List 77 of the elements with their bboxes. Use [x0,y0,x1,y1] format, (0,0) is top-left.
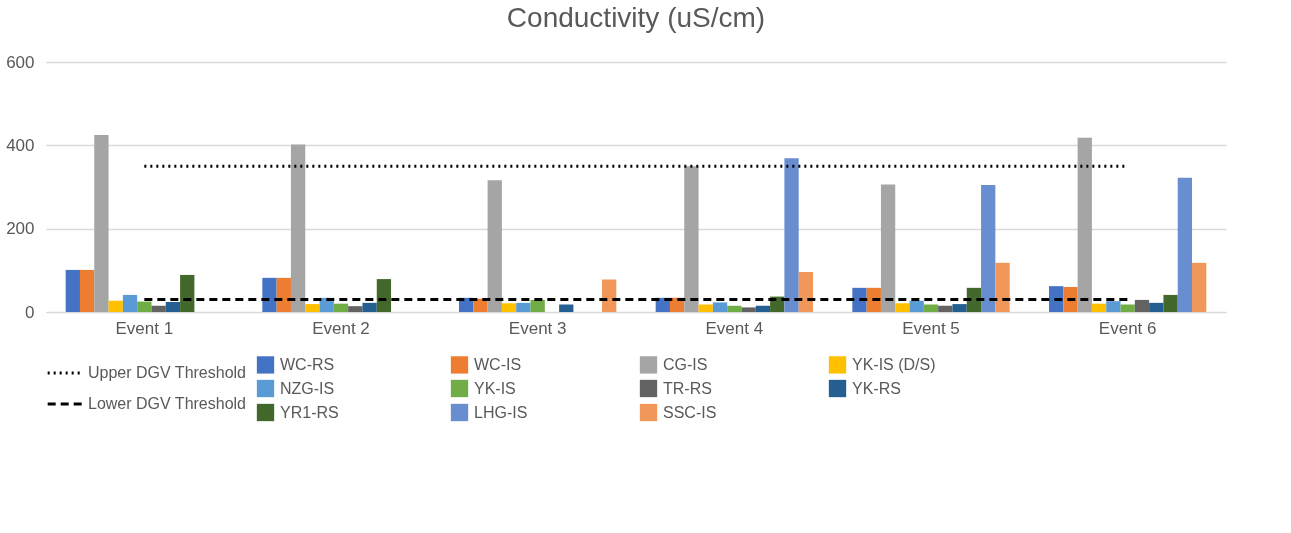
bar [1134,299,1150,312]
bar [880,184,896,312]
bar [895,303,910,312]
bar [122,294,138,312]
legend-label: YK-RS [852,379,901,397]
bar [473,298,488,312]
x-tick-label: Event 3 [508,318,567,338]
y-tick-label: 200 [6,219,35,239]
bar [108,300,123,312]
bar [741,307,756,312]
bar [276,277,291,312]
legend-label: LHG-IS [474,403,528,421]
chart-title: Conductivity (uS/cm) [506,2,766,33]
bar [727,305,742,312]
x-tick-label: Event 4 [705,318,764,338]
legend-label: WC-RS [280,355,335,373]
x-tick-label: Event 1 [115,318,174,338]
bar [952,304,967,312]
legend-label: CG-IS [663,355,708,373]
bar [1120,304,1135,312]
legend-label: Lower DGV Threshold [88,395,246,412]
bar [333,303,349,312]
bar [362,302,377,312]
legend-label: NZG-IS [280,379,335,397]
bar [712,302,728,312]
bar [151,305,166,312]
bar [684,166,699,312]
bar [65,269,80,312]
legend-label: YR1-RS [280,403,339,421]
bar [784,158,799,312]
bar [79,269,95,312]
bar [995,262,1010,312]
bar [94,134,109,312]
bar [866,287,881,312]
x-tick-label: Event 6 [1098,318,1157,338]
bar [1091,303,1107,312]
bar [559,304,574,312]
bar [1163,294,1178,312]
bar [1106,301,1121,312]
bar [602,279,617,312]
legend-label: YK-IS [474,379,516,397]
bar [165,302,181,312]
x-tick-label: Event 5 [902,318,960,338]
bar [698,304,713,312]
legend-label: TR-RS [663,379,712,397]
bar [1049,286,1064,312]
bar [180,274,195,312]
bar [755,305,771,312]
bar [852,287,867,312]
bar [305,304,320,312]
bar [1063,287,1078,312]
bar [1077,137,1092,312]
bar [1177,177,1193,312]
bar [137,301,152,312]
bar [1192,262,1207,312]
legend-label: YK-IS (D/S) [852,355,936,373]
bar [909,300,924,312]
bar [981,184,996,312]
bar [938,305,953,312]
y-tick-label: 0 [25,302,35,322]
bar [262,277,277,312]
legend-label: WC-IS [474,355,522,373]
bar [348,306,363,312]
bar [1149,302,1164,312]
bar [530,299,545,312]
x-tick-label: Event 2 [312,318,370,338]
y-tick-label: 400 [6,135,35,155]
bar [798,272,813,312]
bar [376,279,392,312]
bar [516,302,531,312]
bar [487,180,502,312]
legend-label: Upper DGV Threshold [88,364,246,381]
bar [290,144,306,312]
bar [501,303,517,312]
bar [923,304,939,312]
y-tick-label: 600 [6,52,35,72]
legend-label: SSC-IS [663,403,717,421]
